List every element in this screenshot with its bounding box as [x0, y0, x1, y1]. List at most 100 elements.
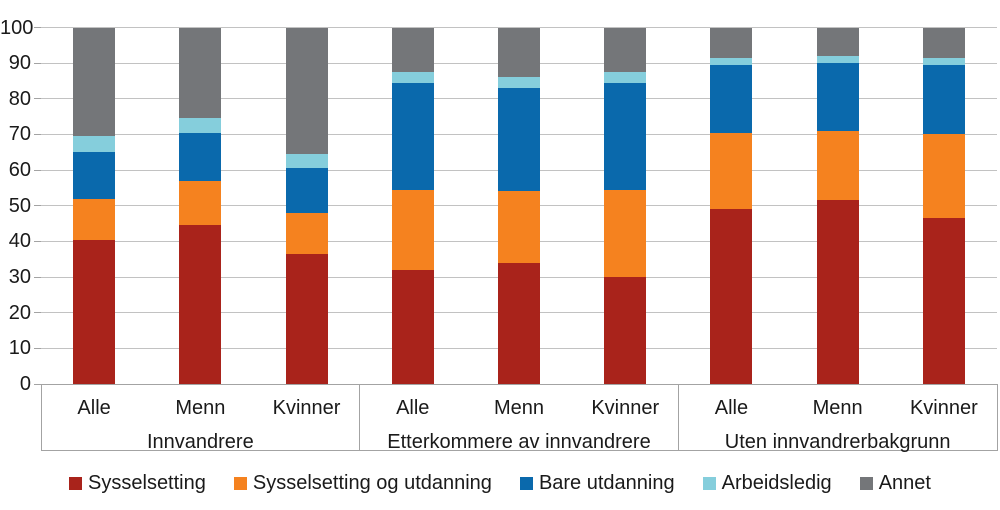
y-tick-label: 10: [8, 337, 31, 360]
bar-segment: [179, 225, 222, 384]
bar-segment: [710, 27, 753, 58]
bar-segment: [285, 212, 328, 254]
bar-segment: [604, 189, 647, 278]
bar-segment: [73, 239, 116, 384]
bar-segment: [604, 27, 647, 73]
x-group-separator: [677, 384, 679, 451]
bar: [73, 27, 116, 385]
bar-segment: [922, 64, 965, 135]
bar-segment: [710, 57, 753, 65]
bar-segment: [922, 27, 965, 58]
bar-segment: [498, 77, 540, 89]
bar-segment: [73, 136, 116, 153]
bar: [285, 27, 328, 385]
bar-segment: [498, 88, 540, 192]
bar-segment: [73, 198, 116, 240]
bar-segment: [498, 262, 540, 384]
legend-item: Arbeidsledig: [702, 471, 832, 495]
legend-label: Arbeidsledig: [721, 472, 832, 494]
bar-segment: [391, 27, 434, 73]
x-group-separator: [40, 384, 42, 451]
bar: [179, 27, 222, 385]
bar-segment: [816, 200, 859, 384]
y-axis-tick: [34, 98, 41, 100]
bar-segment: [816, 56, 859, 64]
y-tick-label: 30: [8, 266, 31, 289]
bar-segment: [179, 27, 222, 119]
bar-segment: [816, 27, 859, 57]
y-axis-tick: [34, 312, 41, 314]
x-category-label: Kvinner: [272, 397, 341, 419]
x-category-label: Menn: [812, 397, 863, 419]
bar-segment: [710, 209, 753, 384]
legend-label: Bare utdanning: [538, 472, 675, 494]
x-category-label: Kvinner: [909, 397, 978, 419]
bar-segment: [391, 72, 434, 83]
bar: [498, 27, 540, 385]
legend-swatch: [69, 476, 83, 490]
bar: [816, 27, 859, 385]
y-tick-label: 100: [0, 16, 34, 39]
bar-segment: [604, 277, 647, 384]
bar-segment: [922, 57, 965, 65]
legend-swatch: [859, 476, 873, 490]
bar-segment: [710, 132, 753, 210]
bar-segment: [179, 132, 222, 181]
bar-segment: [816, 63, 859, 131]
y-tick-label: 50: [8, 194, 31, 217]
x-group-label: Etterkommere av innvandrere: [387, 431, 651, 453]
bar-segment: [816, 130, 859, 201]
x-category-label: Kvinner: [591, 397, 660, 419]
bar-segment: [285, 154, 328, 169]
legend-swatch: [519, 476, 533, 490]
y-tick-label: 80: [8, 87, 31, 110]
x-category-label: Menn: [175, 397, 226, 419]
y-axis-tick: [34, 383, 41, 385]
bar-segment: [73, 152, 116, 199]
y-tick-label: 60: [8, 159, 31, 182]
x-category-label: Alle: [714, 397, 749, 419]
x-group-separator: [996, 384, 998, 451]
x-axis-box-bottom: [41, 450, 997, 451]
legend-label: Sysselsetting og utdanning: [252, 472, 492, 494]
bar-segment: [498, 27, 540, 78]
legend-item: Bare utdanning: [519, 471, 675, 495]
x-category-label: Menn: [493, 397, 545, 419]
bar-segment: [922, 134, 965, 219]
y-axis-tick: [34, 276, 41, 278]
bar-segment: [179, 118, 222, 133]
legend-swatch: [233, 476, 247, 490]
x-axis-line: [41, 383, 997, 385]
bar-segment: [710, 64, 753, 133]
bar: [604, 27, 647, 385]
bar-segment: [922, 218, 965, 384]
y-tick-label: 20: [8, 301, 31, 324]
y-tick-label: 90: [8, 52, 31, 75]
y-axis-tick: [34, 62, 41, 64]
legend-item: Annet: [859, 471, 931, 495]
x-group-label: Uten innvandrerbakgrunn: [724, 431, 951, 453]
bar: [391, 27, 434, 385]
bar-segment: [604, 82, 647, 190]
y-tick-label: 40: [8, 230, 31, 253]
bar: [922, 27, 965, 385]
legend: Sysselsetting Sysselsetting og utdanning B…: [0, 471, 1000, 495]
bar-segment: [498, 191, 540, 263]
y-tick-label: 70: [8, 123, 31, 146]
y-axis-tick: [34, 205, 41, 207]
y-tick-label: 0: [19, 373, 31, 395]
bar-segment: [285, 27, 328, 155]
y-axis-tick: [34, 169, 41, 171]
legend-item: Sysselsetting og utdanning: [233, 471, 492, 495]
y-axis-tick: [34, 133, 41, 135]
x-category-label: Alle: [396, 397, 430, 419]
bar: [710, 27, 753, 385]
y-axis-tick: [34, 27, 41, 28]
x-group-separator: [359, 384, 361, 451]
x-category-label: Alle: [77, 397, 111, 419]
bar-segment: [285, 168, 328, 213]
bar-segment: [285, 253, 328, 384]
bar-segment: [391, 269, 434, 384]
